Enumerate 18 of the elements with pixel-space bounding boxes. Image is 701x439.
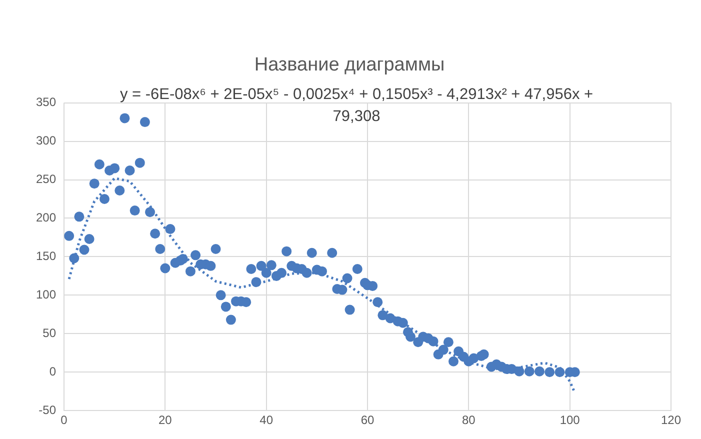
y-tick-label: 200 xyxy=(36,210,56,225)
x-tick-label: 120 xyxy=(660,413,682,428)
x-tick-label: 40 xyxy=(260,413,274,428)
y-tick-label: 350 xyxy=(36,95,56,110)
x-tick-label: 0 xyxy=(60,413,68,428)
y-tick-label: 0 xyxy=(49,364,56,378)
x-tick-label: 80 xyxy=(462,413,476,428)
y-tick-label: 50 xyxy=(42,326,56,340)
y-tick-label: -50 xyxy=(38,402,56,417)
y-tick-label: 150 xyxy=(36,249,56,264)
chart-title: Название диаграммы xyxy=(254,54,445,76)
y-tick-label: 100 xyxy=(36,287,56,302)
x-tick-label: 60 xyxy=(360,413,375,428)
annotation: y = -6E-08x⁶ + 2E-05x⁵ - 0,0025x⁴ + 0,1505x³ - 4,2913x² + 47,956x + 79,308 xyxy=(118,85,594,127)
y-tick-label: 250 xyxy=(36,172,56,186)
x-tick-label: 100 xyxy=(560,413,580,428)
y-tick-label: 300 xyxy=(36,134,56,148)
x-tick-label: 20 xyxy=(158,413,172,428)
